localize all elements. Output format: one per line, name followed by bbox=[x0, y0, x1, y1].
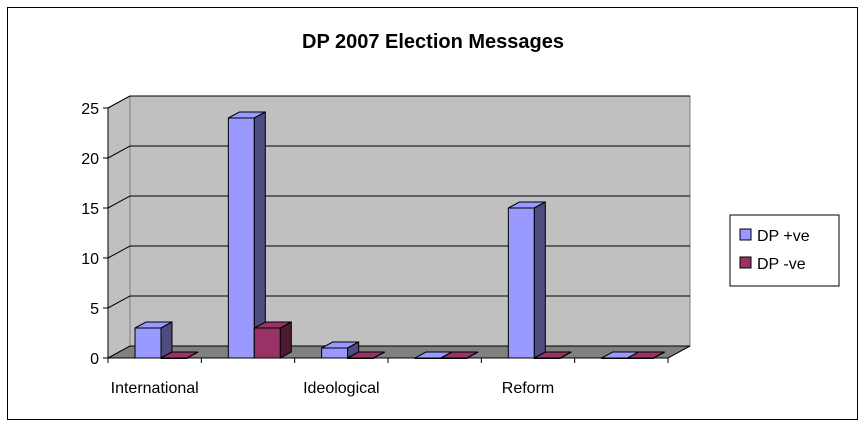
gridline-side bbox=[107, 245, 131, 259]
x-tick-label: Reform bbox=[502, 380, 554, 397]
bar bbox=[507, 207, 535, 359]
bar-side bbox=[186, 351, 199, 359]
bar bbox=[253, 327, 281, 359]
bar bbox=[227, 117, 255, 359]
y-tick-label: 10 bbox=[81, 251, 99, 268]
x-tick-label: International bbox=[111, 380, 199, 397]
gridline-side bbox=[107, 95, 131, 109]
y-tick-label: 5 bbox=[90, 301, 99, 318]
x-tick-label: Ideological bbox=[303, 380, 380, 397]
bar-side bbox=[560, 351, 572, 359]
y-tick-label: 25 bbox=[81, 101, 99, 118]
side-wall bbox=[107, 95, 131, 359]
legend-label: DP +ve bbox=[757, 228, 810, 245]
legend-swatch bbox=[739, 256, 752, 269]
y-tick-label: 20 bbox=[81, 151, 99, 168]
legend-box bbox=[729, 214, 840, 287]
bar-side bbox=[253, 111, 266, 359]
y-tick-label: 15 bbox=[81, 201, 99, 218]
gridline-side bbox=[107, 145, 131, 159]
gridline-side bbox=[107, 195, 131, 209]
gridline-side bbox=[107, 295, 131, 309]
chart-title: DP 2007 Election Messages bbox=[302, 31, 564, 53]
bar-side bbox=[373, 351, 385, 359]
bar bbox=[321, 347, 349, 359]
y-tick-label: 0 bbox=[90, 351, 99, 368]
bar-side bbox=[279, 321, 292, 359]
legend-swatch bbox=[739, 228, 752, 241]
bar-side bbox=[466, 351, 479, 359]
bar bbox=[134, 327, 162, 359]
legend-label: DP -ve bbox=[757, 256, 806, 273]
bar-side bbox=[533, 201, 546, 359]
bar-side bbox=[653, 351, 665, 359]
back-wall bbox=[129, 95, 691, 347]
